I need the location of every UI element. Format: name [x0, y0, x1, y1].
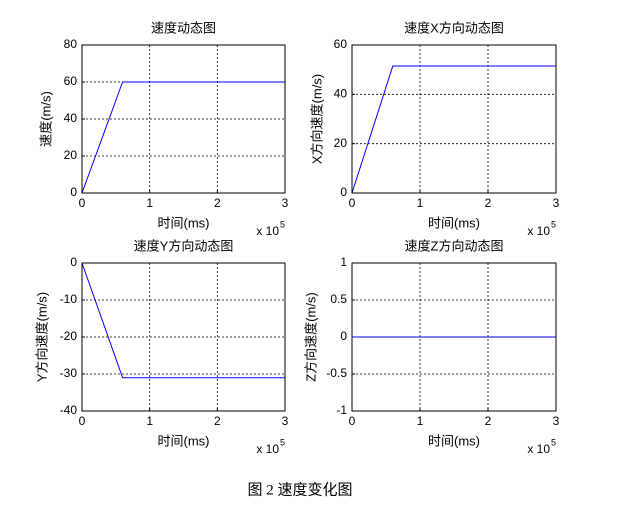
y-tick-label: 20 — [64, 148, 78, 162]
x-tick-label: 2 — [485, 196, 492, 210]
y-tick-label: -40 — [60, 403, 78, 417]
x-tick-label: 0 — [79, 196, 86, 210]
x-multiplier: x 10 — [527, 442, 550, 456]
x-multiplier-power: 5 — [280, 437, 285, 447]
data-line — [81, 262, 285, 379]
x-tick-label: 1 — [146, 414, 153, 428]
x-multiplier-power: 5 — [551, 437, 556, 447]
x-multiplier: x 10 — [256, 224, 279, 238]
axes-box — [351, 262, 557, 412]
subplot-title: 速度X方向动态图 — [404, 20, 504, 35]
y-tick-label: -10 — [60, 292, 78, 306]
x-tick-label: 3 — [282, 414, 289, 428]
x-axis-label: 时间(ms) — [428, 433, 480, 448]
x-tick-label: 3 — [282, 196, 289, 210]
y-axis-label: 速度(m/s) — [38, 91, 53, 147]
y-tick-label: -1 — [336, 403, 347, 417]
x-tick-label: 1 — [417, 196, 424, 210]
y-tick-label: 0.5 — [330, 292, 347, 306]
y-axis-label: Y方向速度(m/s) — [34, 292, 49, 382]
subplot-title: 速度Z方向动态图 — [405, 238, 504, 253]
y-tick-label: 0 — [70, 255, 77, 269]
data-line — [81, 81, 285, 194]
y-tick-label: 0 — [340, 329, 347, 343]
x-tick-label: 0 — [349, 414, 356, 428]
x-tick-label: 0 — [349, 196, 356, 210]
data-line — [351, 65, 556, 194]
x-multiplier: x 10 — [527, 224, 550, 238]
axes-box — [81, 44, 286, 194]
x-tick-label: 3 — [553, 414, 560, 428]
y-tick-label: -0.5 — [326, 366, 347, 380]
x-axis-label: 时间(ms) — [158, 433, 210, 448]
x-tick-label: 2 — [485, 414, 492, 428]
subplot-title: 速度动态图 — [151, 20, 216, 35]
x-tick-label: 0 — [79, 414, 86, 428]
caption: 图 2 速度变化图 — [247, 481, 352, 498]
x-multiplier-power: 5 — [551, 219, 556, 229]
subplot-title: 速度Y方向动态图 — [134, 238, 234, 253]
y-tick-label: 20 — [334, 136, 348, 150]
y-tick-label: 80 — [64, 37, 78, 51]
axes-box — [351, 44, 557, 194]
plot-area — [352, 45, 556, 193]
y-tick-label: -20 — [60, 329, 78, 343]
x-tick-label: 1 — [146, 196, 153, 210]
y-tick-label: 60 — [64, 74, 78, 88]
x-multiplier-power: 5 — [280, 219, 285, 229]
x-axis-label: 时间(ms) — [428, 215, 480, 230]
y-tick-label: -30 — [60, 366, 78, 380]
axes-box — [81, 262, 286, 412]
x-axis-label: 时间(ms) — [158, 215, 210, 230]
y-tick-label: 1 — [340, 255, 347, 269]
y-tick-label: 0 — [70, 185, 77, 199]
x-tick-label: 2 — [214, 414, 221, 428]
y-axis-label: X方向速度(m/s) — [309, 74, 324, 164]
x-tick-label: 1 — [417, 414, 424, 428]
x-tick-label: 2 — [214, 196, 221, 210]
y-tick-label: 0 — [340, 185, 347, 199]
y-tick-label: 40 — [64, 111, 78, 125]
x-tick-label: 3 — [553, 196, 560, 210]
y-axis-label: Z方向速度(m/s) — [303, 292, 318, 382]
x-multiplier: x 10 — [256, 442, 279, 456]
y-tick-label: 60 — [334, 37, 348, 51]
y-tick-label: 40 — [334, 87, 348, 101]
